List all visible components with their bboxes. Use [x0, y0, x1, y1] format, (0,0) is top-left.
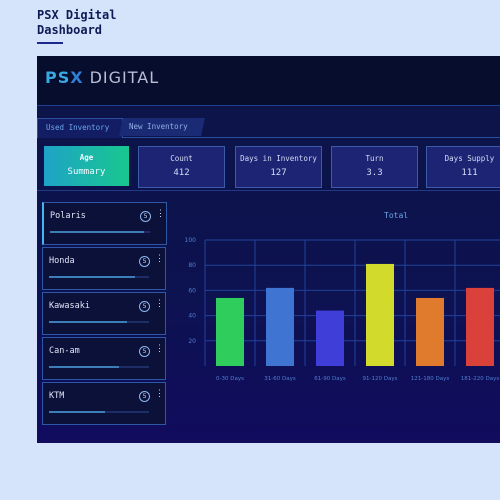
brand-name: Polaris: [50, 211, 86, 221]
app-header: PSX DIGITAL: [37, 56, 500, 106]
y-tick-label: 100: [185, 237, 197, 244]
stat-value: 412: [173, 168, 190, 178]
stat-label: Days Supply: [444, 154, 495, 163]
x-tick-label: 181-220 Days: [461, 376, 500, 382]
stat-label: Days in Inventory: [240, 154, 317, 163]
bar-181-220-days: [466, 287, 494, 366]
more-options-icon[interactable]: ⋮: [155, 389, 164, 399]
progress-fill: [50, 231, 144, 233]
stat-card-days-in-inventory[interactable]: Days in Inventory 127: [235, 146, 322, 188]
more-options-icon[interactable]: ⋮: [156, 209, 165, 219]
psx-digital-logo: PSX DIGITAL: [45, 68, 160, 87]
more-options-icon[interactable]: ⋮: [155, 299, 164, 309]
progress-track: [49, 366, 149, 368]
progress-fill: [49, 411, 105, 413]
x-tick-label: 0-30 Days: [216, 376, 244, 382]
stat-value: Summary: [67, 167, 106, 177]
y-tick-label: 20: [188, 338, 196, 345]
bar-91-120-days: [366, 263, 394, 366]
y-tick-label: 80: [188, 262, 196, 269]
count-badge: 5: [139, 256, 150, 267]
progress-track: [49, 321, 149, 323]
more-options-icon[interactable]: ⋮: [155, 254, 164, 264]
bar-121-180-days: [416, 297, 444, 366]
brand-item-honda[interactable]: Honda 5 ⋮: [42, 247, 166, 290]
x-tick-label: 61-90 Days: [314, 376, 346, 382]
brand-item-can-am[interactable]: Can-am 5 ⋮: [42, 337, 166, 380]
bar-chart: 20 40 60 80 100 0-30 Days 31-60 Days 61-90 Days…: [185, 237, 500, 382]
bar-31-60-days: [266, 287, 294, 366]
progress-fill: [49, 366, 119, 368]
y-tick-label: 60: [188, 287, 196, 294]
inventory-tabs: Used Inventory New Inventory: [37, 118, 500, 138]
stat-label: Turn: [365, 154, 384, 163]
tab-new-inventory-label: New Inventory: [129, 122, 188, 131]
bar-0-30-days: [216, 297, 244, 366]
brand-item-ktm[interactable]: KTM 5 ⋮: [42, 382, 166, 425]
count-badge: 5: [140, 211, 151, 222]
x-tick-label: 91-120 Days: [363, 376, 398, 382]
title-underline: [37, 42, 63, 44]
page-title-line-1: PSX Digital: [37, 8, 117, 22]
progress-fill: [49, 321, 127, 323]
stat-card-count[interactable]: Count 412: [138, 146, 225, 188]
stat-value: 127: [270, 168, 287, 178]
stat-card-age[interactable]: Age Summary: [44, 146, 129, 186]
brand-name: KTM: [49, 391, 65, 401]
stat-cards: Age Summary Count 412 Days in Inventory …: [37, 138, 500, 190]
page-title: PSX Digital Dashboard: [37, 8, 116, 38]
progress-track: [49, 276, 149, 278]
x-tick-label: 31-60 Days: [264, 376, 296, 382]
bar-61-90-days: [316, 310, 344, 366]
stat-value: 111: [461, 168, 478, 178]
stat-label: Age: [79, 153, 94, 162]
tab-used-inventory[interactable]: Used Inventory: [37, 118, 123, 138]
count-badge: 5: [139, 346, 150, 357]
x-tick-label: 121-180 Days: [411, 376, 450, 382]
progress-track: [49, 411, 149, 413]
progress-fill: [49, 276, 135, 278]
count-badge: 5: [139, 301, 150, 312]
brand-name: Can-am: [49, 346, 80, 356]
brand-item-kawasaki[interactable]: Kawasaki 5 ⋮: [42, 292, 166, 335]
section-divider: [37, 190, 500, 191]
progress-track: [50, 231, 150, 233]
stat-card-days-supply[interactable]: Days Supply 111: [426, 146, 500, 188]
stat-card-turn[interactable]: Turn 3.3: [331, 146, 418, 188]
dashboard-window: PSX DIGITAL Used Inventory New Inventory …: [37, 56, 500, 443]
brand-item-polaris[interactable]: Polaris 5 ⋮: [42, 202, 167, 245]
y-tick-label: 40: [188, 313, 196, 320]
more-options-icon[interactable]: ⋮: [155, 344, 164, 354]
brand-name: Kawasaki: [49, 301, 90, 311]
stat-value: 3.3: [366, 168, 383, 178]
stat-label: Count: [170, 154, 193, 163]
brand-name: Honda: [49, 256, 75, 266]
count-badge: 5: [139, 391, 150, 402]
chart-title: Total: [384, 211, 409, 220]
tab-new-inventory[interactable]: New Inventory: [119, 118, 205, 136]
page-title-line-2: Dashboard: [37, 23, 103, 37]
